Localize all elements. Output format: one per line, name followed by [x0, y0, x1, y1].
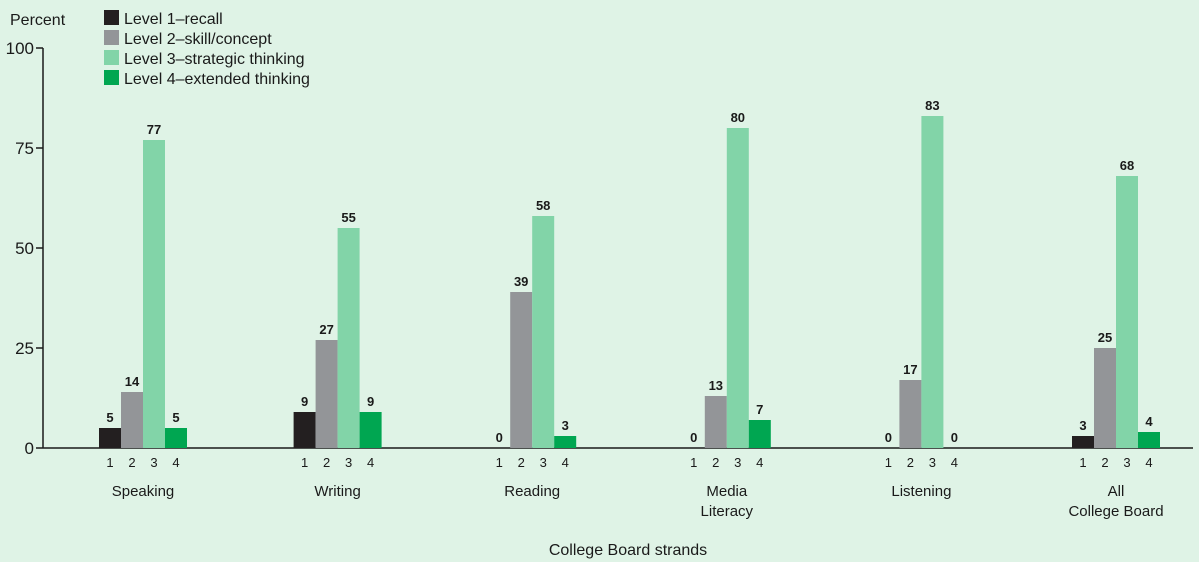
x-axis-title: College Board strands [549, 542, 707, 559]
bar-3 [337, 228, 360, 448]
category-label: All [1108, 483, 1125, 500]
data-label: 14 [125, 374, 140, 389]
bar-tick-label: 2 [712, 455, 719, 470]
category-label: Listening [891, 483, 951, 500]
data-label: 3 [1079, 418, 1086, 433]
data-label: 39 [514, 274, 528, 289]
data-label: 68 [1120, 158, 1134, 173]
data-label: 80 [731, 110, 745, 125]
bar-1 [99, 428, 121, 448]
y-tick-label: 100 [6, 39, 34, 58]
data-label: 55 [341, 210, 355, 225]
bar-tick-label: 2 [518, 455, 525, 470]
y-tick-label: 50 [15, 239, 34, 258]
legend-label: Level 4–extended thinking [124, 71, 310, 88]
data-label: 3 [562, 418, 569, 433]
y-axis-title: Percent [10, 12, 66, 29]
legend-swatch [104, 50, 119, 65]
bar-tick-label: 4 [367, 455, 374, 470]
data-label: 9 [301, 394, 308, 409]
data-label: 0 [951, 430, 958, 445]
y-tick-label: 75 [15, 139, 34, 158]
legend-swatch [104, 30, 119, 45]
category-label: Literacy [701, 503, 754, 520]
category-label: Speaking [112, 483, 175, 500]
bar-4 [554, 436, 577, 448]
bar-tick-label: 4 [951, 455, 958, 470]
bar-tick-label: 2 [1101, 455, 1108, 470]
bar-2 [704, 396, 727, 448]
bar-3 [726, 128, 749, 448]
bar-tick-label: 2 [907, 455, 914, 470]
category-label: College Board [1068, 503, 1163, 520]
data-label: 0 [496, 430, 503, 445]
data-label: 58 [536, 198, 550, 213]
data-label: 83 [925, 98, 939, 113]
bar-4 [165, 428, 187, 448]
data-label: 13 [709, 378, 723, 393]
bar-tick-label: 4 [562, 455, 569, 470]
data-label: 77 [147, 122, 161, 137]
data-label: 0 [690, 430, 697, 445]
y-tick-label: 0 [25, 439, 34, 458]
data-label: 9 [367, 394, 374, 409]
bar-1 [293, 412, 316, 448]
data-label: 5 [172, 410, 179, 425]
bar-tick-label: 2 [323, 455, 330, 470]
bar-3 [143, 140, 165, 448]
bar-2 [510, 292, 533, 448]
legend-label: Level 3–strategic thinking [124, 51, 305, 68]
bar-3 [532, 216, 555, 448]
bar-tick-label: 4 [756, 455, 763, 470]
legend-swatch [104, 70, 119, 85]
bar-1 [1072, 436, 1094, 448]
bar-tick-label: 3 [929, 455, 936, 470]
bars: 5 14 77 5 9 27 55 9 0 39 58 3 0 13 80 7 0 17 83 0 3 25 68 4 [99, 98, 1160, 448]
bar-tick-label: 4 [1145, 455, 1152, 470]
bar-tick-label: 1 [106, 455, 113, 470]
bar-tick-label: 3 [345, 455, 352, 470]
data-label: 5 [106, 410, 113, 425]
bar-4 [1138, 432, 1160, 448]
bar-4 [748, 420, 771, 448]
bar-3 [1116, 176, 1138, 448]
y-tick-label: 25 [15, 339, 34, 358]
category-label: Writing [314, 483, 360, 500]
bar-tick-label: 3 [1123, 455, 1130, 470]
bar-tick-label: 1 [496, 455, 503, 470]
bar-4 [359, 412, 382, 448]
category-label: Reading [504, 483, 560, 500]
legend-label: Level 1–recall [124, 11, 223, 28]
bar-tick-label: 1 [301, 455, 308, 470]
bar-2 [1094, 348, 1116, 448]
bar-tick-label: 1 [690, 455, 697, 470]
legend-swatch [104, 10, 119, 25]
bar-tick-label: 1 [1079, 455, 1086, 470]
bar-tick-label: 4 [172, 455, 179, 470]
data-label: 17 [903, 362, 917, 377]
data-label: 7 [756, 402, 763, 417]
bar-2 [899, 380, 922, 448]
bar-3 [921, 116, 944, 448]
data-label: 0 [885, 430, 892, 445]
bar-tick-label: 3 [734, 455, 741, 470]
legend-label: Level 2–skill/concept [124, 31, 272, 48]
y-ticks: 0 25 50 75 100 [6, 39, 43, 458]
category-label: Media [706, 483, 748, 500]
data-label: 25 [1098, 330, 1112, 345]
bar-2 [315, 340, 338, 448]
bar-tick-label: 3 [150, 455, 157, 470]
legend: Level 1–recall Level 2–skill/concept Level… [104, 10, 310, 88]
bar-2 [121, 392, 143, 448]
bar-tick-label: 1 [885, 455, 892, 470]
bar-tick-label: 2 [128, 455, 135, 470]
data-label: 4 [1145, 414, 1153, 429]
bar-tick-label: 3 [540, 455, 547, 470]
data-label: 27 [319, 322, 333, 337]
